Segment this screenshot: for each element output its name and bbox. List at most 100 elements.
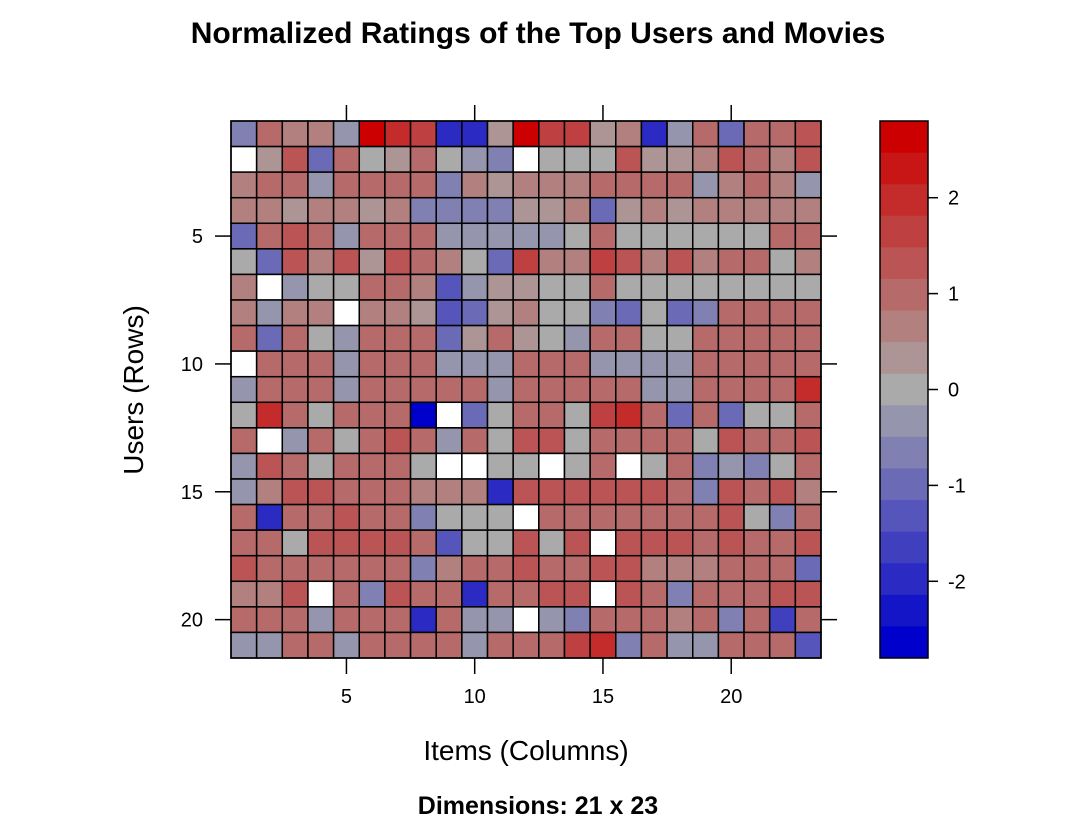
heatmap-cell — [486, 554, 514, 583]
heatmap-cell — [743, 529, 771, 557]
colorbar-swatch — [880, 531, 928, 564]
heatmap-cell — [615, 580, 643, 608]
heatmap-cell — [615, 375, 643, 404]
heatmap-cell — [255, 222, 284, 250]
heatmap-cell — [589, 631, 617, 659]
heatmap-cell — [512, 529, 540, 557]
heatmap-cell — [281, 324, 309, 352]
heatmap-cell — [794, 375, 822, 404]
heatmap-cell — [409, 427, 437, 455]
heatmap-cell — [332, 171, 361, 199]
heatmap-cell — [384, 222, 412, 250]
heatmap-cell — [743, 580, 771, 608]
heatmap-cell — [435, 299, 463, 327]
heatmap-cell — [461, 401, 489, 429]
heatmap-cell — [563, 580, 591, 608]
heatmap-cell — [358, 606, 386, 634]
heatmap-cell — [794, 171, 822, 199]
heatmap-cell — [384, 606, 412, 634]
heatmap-cell — [461, 248, 489, 276]
heatmap-cell — [794, 145, 822, 173]
heatmap-cell — [230, 529, 258, 557]
heatmap-cell — [358, 375, 386, 404]
heatmap-cell — [717, 145, 745, 173]
heatmap-cell — [563, 299, 591, 327]
heatmap-cell — [615, 554, 643, 583]
heatmap-cell — [589, 248, 617, 276]
heatmap-cell — [563, 401, 591, 429]
heatmap-cell — [589, 478, 617, 506]
heatmap-cell — [563, 554, 591, 583]
heatmap-cell — [358, 248, 386, 276]
colorbar — [880, 121, 928, 659]
heatmap-cell — [409, 222, 437, 250]
heatmap-cell — [615, 171, 643, 199]
heatmap-cell — [640, 375, 668, 404]
heatmap-cell — [768, 427, 797, 455]
heatmap-cell — [666, 503, 694, 531]
heatmap-cell — [589, 401, 617, 429]
heatmap-cell — [768, 299, 797, 327]
heatmap-cell — [435, 401, 463, 429]
heatmap-cell — [743, 222, 771, 250]
heatmap-cell — [332, 452, 361, 480]
heatmap-cell — [691, 503, 720, 531]
heatmap-cell — [563, 171, 591, 199]
heatmap-cell — [794, 427, 822, 455]
heatmap-cell — [743, 554, 771, 583]
heatmap-cell — [384, 401, 412, 429]
heatmap-cell — [409, 350, 437, 378]
heatmap-cell — [384, 120, 412, 148]
heatmap-cell — [563, 120, 591, 148]
heatmap-cell — [230, 503, 258, 531]
heatmap-cell — [589, 350, 617, 378]
heatmap-cell — [538, 580, 566, 608]
heatmap-cell — [230, 580, 258, 608]
heatmap-cell — [640, 299, 668, 327]
heatmap-cell — [589, 580, 617, 608]
heatmap-cell — [512, 401, 540, 429]
heatmap-cell — [666, 273, 694, 301]
heatmap-cell — [358, 145, 386, 173]
y-tick-label: 20 — [181, 610, 203, 632]
heatmap-cell — [281, 350, 309, 378]
heatmap-cell — [615, 427, 643, 455]
heatmap-cell — [743, 606, 771, 634]
heatmap-cell — [640, 580, 668, 608]
heatmap-cell — [794, 222, 822, 250]
heatmap-cell — [281, 120, 309, 148]
heatmap-cell — [461, 452, 489, 480]
heatmap-cell — [589, 299, 617, 327]
heatmap-cell — [409, 145, 437, 173]
heatmap-cell — [640, 171, 668, 199]
heatmap-cell — [717, 350, 745, 378]
colorbar-swatch — [880, 500, 928, 533]
heatmap-cell — [666, 222, 694, 250]
heatmap-cell — [307, 452, 335, 480]
heatmap-cell — [563, 324, 591, 352]
heatmap-cell — [666, 452, 694, 480]
heatmap-cell — [563, 222, 591, 250]
heatmap-cell — [512, 350, 540, 378]
heatmap-cell — [358, 401, 386, 429]
heatmap-cell — [717, 503, 745, 531]
heatmap-cell — [409, 478, 437, 506]
heatmap-cell — [589, 145, 617, 173]
heatmap-cell — [794, 273, 822, 301]
heatmap-cell — [768, 401, 797, 429]
heatmap-cell — [512, 375, 540, 404]
heatmap-cell — [461, 350, 489, 378]
heatmap-cell — [691, 299, 720, 327]
heatmap-cell — [230, 273, 258, 301]
heatmap-cell — [332, 222, 361, 250]
heatmap-cell — [512, 478, 540, 506]
colorbar-tick-label: -1 — [948, 475, 966, 497]
heatmap-cell — [281, 401, 309, 429]
heatmap-cell — [307, 196, 335, 225]
heatmap-cell — [743, 503, 771, 531]
heatmap-cell — [358, 299, 386, 327]
heatmap-cell — [743, 631, 771, 659]
axis-ticks: 5 10 15 20 5 10 15 20 — [181, 105, 837, 708]
heatmap-cell — [717, 401, 745, 429]
colorbar-swatch — [880, 468, 928, 501]
